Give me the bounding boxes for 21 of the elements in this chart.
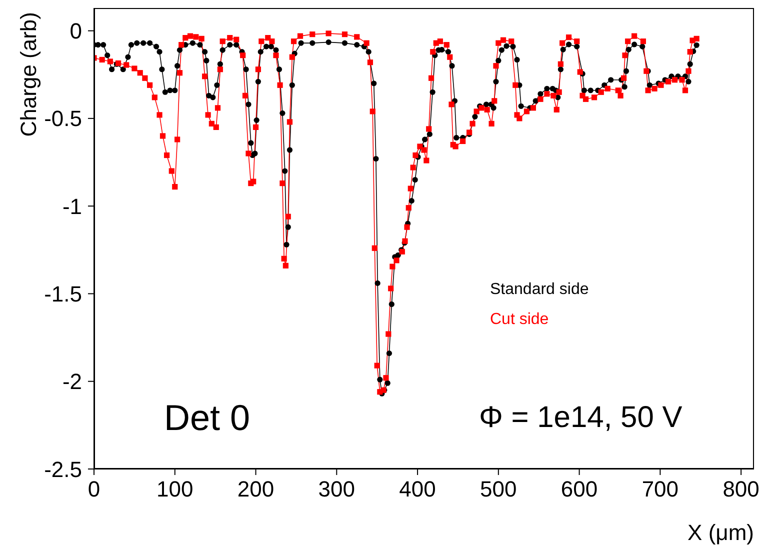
x-tick-label: 0 [88, 476, 100, 502]
text: Standard side [490, 280, 589, 300]
y-tick-label: -1.5 [44, 282, 82, 307]
x-tick-label: 100 [156, 476, 194, 502]
y-tick-label: -2.5 [44, 456, 82, 482]
y-tick-label: -0.5 [44, 106, 82, 132]
x-axis-title: X (μm) [688, 520, 754, 545]
x-tick-label: 600 [560, 476, 598, 502]
x-tick-label: 700 [642, 476, 679, 502]
annotation: Φ = 1e14, 50 V [479, 401, 682, 435]
x-tick-label: 500 [480, 476, 517, 502]
x-tick-label: 400 [399, 476, 436, 502]
y-tick-label: -1 [62, 194, 82, 219]
annotation: Det 0 [164, 397, 250, 439]
text: Cut side [490, 310, 550, 330]
y-tick-label: -2 [62, 369, 82, 394]
y-axis-title: Charge (arb) [16, 12, 41, 137]
x-tick-label: 800 [722, 476, 760, 502]
y-tick-label: 0 [70, 18, 82, 44]
x-tick-label: 300 [318, 476, 356, 502]
x-tick-label: 200 [237, 476, 274, 502]
